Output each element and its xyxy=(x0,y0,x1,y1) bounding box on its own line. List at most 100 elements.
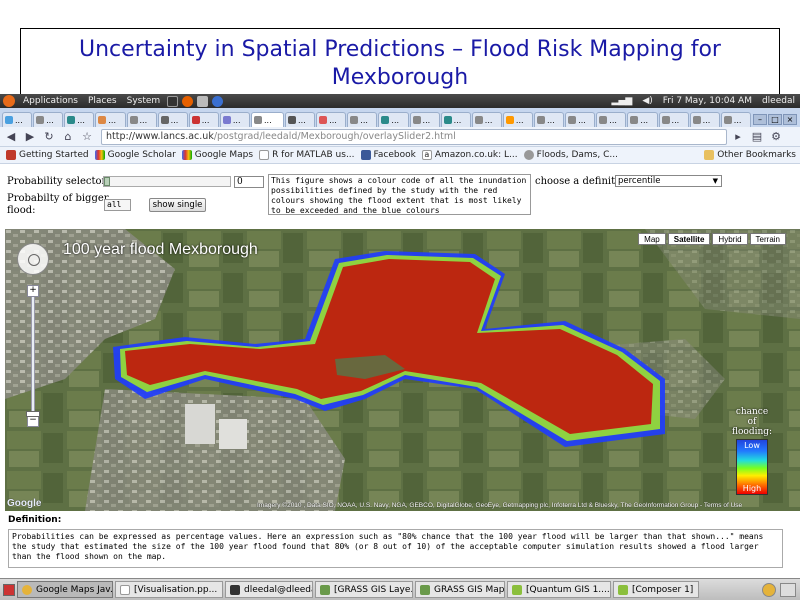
bookmark-google-scholar[interactable]: Google Scholar xyxy=(94,150,176,160)
browser-tab[interactable]: ... xyxy=(689,112,720,127)
browser-tab[interactable]: ... xyxy=(378,112,409,127)
zoom-slider-thumb[interactable] xyxy=(26,411,40,417)
bookmark-label: Google Scholar xyxy=(107,150,176,160)
close-button[interactable]: × xyxy=(783,114,797,125)
menu-applications[interactable]: Applications xyxy=(23,96,78,106)
flood-map[interactable]: + − 100 year flood Mexborough Map Satell… xyxy=(5,229,800,511)
zoom-slider[interactable] xyxy=(31,287,35,417)
zoom-in-button[interactable]: + xyxy=(27,285,39,297)
probability-slider[interactable] xyxy=(103,176,231,187)
bookmark-getting-started[interactable]: Getting Started xyxy=(6,150,89,160)
wrench-menu-icon[interactable]: ⚙ xyxy=(771,129,781,143)
bookmark-r-for-matlab[interactable]: R for MATLAB us... xyxy=(259,150,355,160)
browser-tab[interactable]: ... xyxy=(502,112,534,127)
bookmark-amazon[interactable]: a Amazon.co.uk: L... xyxy=(421,150,518,160)
browser-tab[interactable]: ... xyxy=(188,112,219,127)
workspace-switcher-icon[interactable] xyxy=(780,582,796,597)
mail-launcher-icon[interactable] xyxy=(197,95,209,107)
tab-label: ... xyxy=(391,115,400,125)
browser-tab[interactable]: ... xyxy=(33,112,64,127)
show-desktop-icon[interactable] xyxy=(3,583,15,596)
tab-label: ... xyxy=(15,115,23,125)
panel-clock[interactable]: Fri 7 May, 10:04 AM xyxy=(662,96,752,106)
help-launcher-icon[interactable] xyxy=(212,95,224,107)
menu-system[interactable]: System xyxy=(126,96,161,106)
definition-select-value: percentile xyxy=(618,176,661,186)
back-button[interactable]: ◀ xyxy=(6,129,16,143)
tab-label: ... xyxy=(484,115,493,125)
go-icon[interactable]: ▸ xyxy=(735,129,741,143)
browser-tab[interactable]: ... xyxy=(471,112,502,127)
menu-places[interactable]: Places xyxy=(87,96,117,106)
task-visualisation[interactable]: [Visualisation.pp... xyxy=(115,581,223,598)
browser-tab[interactable]: ... xyxy=(440,112,471,127)
browser-tab[interactable]: ... xyxy=(565,112,596,127)
home-icon[interactable]: ⌂ xyxy=(64,129,72,143)
tab-favicon-icon xyxy=(474,116,483,124)
browser-tab[interactable]: ... xyxy=(157,112,188,127)
description-textarea[interactable]: This figure shows a colour code of all t… xyxy=(268,174,531,215)
browser-tab[interactable]: ... xyxy=(251,112,285,127)
browser-tab[interactable]: ... xyxy=(285,112,316,127)
browser-tab[interactable]: ... xyxy=(126,112,157,127)
grass-icon xyxy=(320,584,330,595)
map-type-terrain-button[interactable]: Terrain xyxy=(749,233,786,245)
pan-control[interactable] xyxy=(17,243,49,275)
definition-select[interactable]: percentile ▼ xyxy=(615,175,722,187)
probability-selector-label: Probability selector: xyxy=(7,176,110,187)
tab-label: ... xyxy=(422,115,431,125)
browser-tab[interactable]: ... xyxy=(627,112,658,127)
task-quantum-gis[interactable]: [Quantum GIS 1.... xyxy=(507,581,611,598)
globe-icon xyxy=(523,150,534,160)
other-bookmarks[interactable]: Other Bookmarks xyxy=(704,150,796,160)
browser-tab[interactable]: ... xyxy=(95,112,126,127)
tab-label: ... xyxy=(733,115,742,125)
google-logo[interactable]: Google xyxy=(7,498,42,509)
map-type-map-button[interactable]: Map xyxy=(638,233,666,245)
browser-tab[interactable]: ... xyxy=(347,112,378,127)
browser-tab[interactable]: ... xyxy=(534,112,565,127)
task-composer[interactable]: [Composer 1] xyxy=(613,581,699,598)
browser-tab[interactable]: ... xyxy=(409,112,440,127)
map-type-hybrid-button[interactable]: Hybrid xyxy=(712,233,748,245)
browser-tab[interactable]: ... xyxy=(316,112,347,127)
bookmark-facebook[interactable]: Facebook xyxy=(360,150,416,160)
browser-tab[interactable]: ... xyxy=(219,112,250,127)
tab-favicon-icon xyxy=(568,116,577,124)
show-single-button[interactable]: show single xyxy=(149,198,206,212)
tab-label: ... xyxy=(232,115,241,125)
volume-icon[interactable]: ◀) xyxy=(642,96,653,106)
probability-slider-thumb[interactable] xyxy=(104,177,110,186)
bigger-flood-select[interactable]: all xyxy=(104,199,131,211)
task-grass-layer[interactable]: [GRASS GIS Laye... xyxy=(315,581,413,598)
map-type-satellite-button[interactable]: Satellite xyxy=(667,233,711,245)
definition-textarea[interactable]: Probabilities can be expressed as percen… xyxy=(8,529,783,568)
bookmark-floods-dams[interactable]: Floods, Dams, C... xyxy=(523,150,618,160)
probability-value-input[interactable]: 0 xyxy=(234,176,264,188)
url-bar[interactable]: http://www.lancs.ac.uk/postgrad/leedald/… xyxy=(101,128,727,145)
firefox-launcher-icon[interactable] xyxy=(182,95,194,107)
reload-button[interactable]: ↻ xyxy=(44,129,54,143)
bookmark-google-maps[interactable]: Google Maps xyxy=(181,150,253,160)
window-controls: – □ × xyxy=(752,112,800,127)
page-menu-icon[interactable]: ▤ xyxy=(751,129,763,143)
browser-tab[interactable]: ... xyxy=(64,112,95,127)
browser-tab[interactable]: ... xyxy=(596,112,627,127)
browser-tab[interactable]: ... xyxy=(2,112,33,127)
forward-button[interactable]: ▶ xyxy=(25,129,35,143)
grass-icon xyxy=(420,584,430,595)
browser-tab[interactable]: ... xyxy=(720,112,751,127)
browser-tab[interactable]: ... xyxy=(658,112,689,127)
network-icon[interactable]: ▂▄▆ xyxy=(611,96,633,106)
terminal-launcher-icon[interactable] xyxy=(167,95,179,107)
bookmark-star-icon[interactable]: ☆ xyxy=(82,129,92,143)
minimize-button[interactable]: – xyxy=(753,114,767,125)
tab-label: ... xyxy=(453,115,462,125)
maximize-button[interactable]: □ xyxy=(768,114,782,125)
panel-user[interactable]: dleedal xyxy=(761,96,795,106)
task-terminal[interactable]: dleedal@dleedal... xyxy=(225,581,313,598)
ubuntu-logo-icon[interactable] xyxy=(3,95,15,107)
chrome-tray-icon[interactable] xyxy=(762,582,776,597)
task-grass-map[interactable]: GRASS GIS Map ... xyxy=(415,581,505,598)
task-google-maps[interactable]: Google Maps Jav... xyxy=(17,581,113,598)
